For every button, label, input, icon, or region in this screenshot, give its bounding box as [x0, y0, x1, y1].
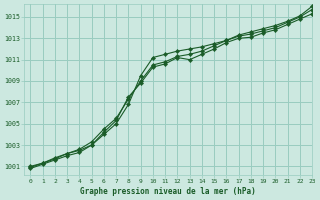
X-axis label: Graphe pression niveau de la mer (hPa): Graphe pression niveau de la mer (hPa) [80, 187, 256, 196]
